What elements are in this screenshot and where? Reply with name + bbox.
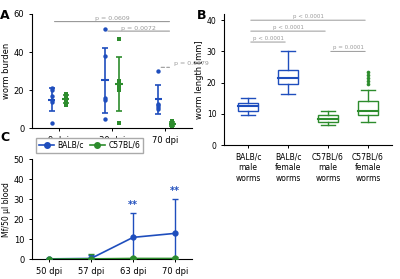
Text: p = 0.0079: p = 0.0079 (174, 61, 209, 66)
Point (365, 73, 371, 77)
FancyBboxPatch shape (358, 101, 378, 116)
Text: **: ** (170, 186, 180, 196)
Point (116, 37, 122, 41)
Point (169, 124, 176, 129)
FancyBboxPatch shape (318, 116, 338, 122)
Point (169, 121, 176, 125)
Point (116, 84, 122, 89)
Point (116, 78, 122, 83)
Point (48, 94, 55, 98)
Text: B: B (197, 9, 207, 22)
Point (155, 105, 162, 110)
Point (48, 86, 55, 90)
Point (116, 88, 122, 92)
Point (48, 98, 55, 102)
Point (62, 94, 69, 98)
Point (48, 99, 55, 104)
Point (62, 92, 69, 96)
Point (169, 124, 176, 129)
Point (102, 54, 108, 58)
Y-axis label: worm burden: worm burden (2, 43, 11, 99)
Point (155, 103, 162, 108)
Text: p < 0.0001: p < 0.0001 (252, 36, 284, 41)
Y-axis label: worm length [mm]: worm length [mm] (195, 40, 204, 119)
Legend: BALB/c, C57BL/6: BALB/c, C57BL/6 (36, 138, 143, 153)
Point (169, 122, 176, 127)
Text: p = 0.0001: p = 0.0001 (332, 45, 364, 50)
Point (365, 69, 371, 74)
Point (102, 117, 108, 121)
Text: p < 0.0001: p < 0.0001 (272, 25, 304, 30)
Text: p < 0.0001: p < 0.0001 (292, 14, 324, 19)
FancyBboxPatch shape (238, 103, 258, 111)
Point (102, 96, 108, 100)
Text: p = 0.0072: p = 0.0072 (121, 26, 156, 30)
Point (62, 98, 69, 102)
Point (62, 103, 69, 108)
Text: **: ** (128, 200, 138, 210)
Point (365, 76, 371, 80)
Point (48, 121, 55, 125)
Point (155, 69, 162, 73)
Y-axis label: Mf/50 µl blood: Mf/50 µl blood (2, 182, 11, 237)
Point (155, 101, 162, 106)
Point (102, 27, 108, 32)
FancyBboxPatch shape (278, 70, 298, 84)
Point (62, 99, 69, 104)
Point (365, 82, 371, 86)
Point (155, 107, 162, 112)
Point (116, 121, 122, 125)
Point (48, 88, 55, 92)
Point (365, 79, 371, 83)
Text: p = 0.0609: p = 0.0609 (95, 16, 129, 21)
Point (169, 119, 176, 123)
Text: A: A (0, 9, 10, 22)
Text: C: C (0, 131, 9, 144)
Point (102, 98, 108, 102)
